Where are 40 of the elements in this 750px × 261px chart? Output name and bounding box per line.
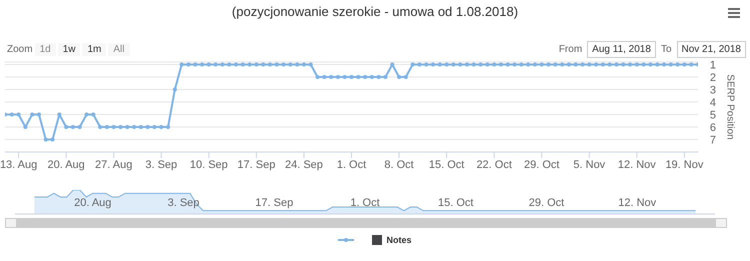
x-tick-label: 15. Oct: [438, 197, 474, 209]
x-tick-label: 8. Oct: [384, 158, 414, 171]
x-tick-label: 12. Nov: [618, 197, 657, 209]
text: Notes: [386, 235, 412, 245]
y-tick-label: 6: [710, 122, 716, 134]
chart-title: (pozycjonowanie szerokie - umowa od 1.08.2018): [230, 4, 520, 19]
x-tick-label: 24. Sep: [284, 158, 323, 171]
text: Nov 21, 2018: [676, 41, 746, 58]
text: 1m: [82, 43, 106, 56]
x-tick-label: 27. Aug: [95, 158, 132, 171]
y-tick-label: 3: [710, 84, 716, 96]
x-tick-label: 20. Aug: [47, 158, 85, 171]
x-tick-label: 29. Oct: [524, 158, 560, 171]
text: All: [108, 43, 130, 56]
y-tick-label: 5: [710, 109, 716, 122]
x-tick-label: 19. Nov: [665, 158, 704, 171]
text: From: [558, 44, 582, 55]
text: 1d: [34, 43, 56, 56]
text: 1w: [58, 43, 80, 56]
text: Zoom: [7, 44, 33, 55]
x-tick-label: 15. Oct: [428, 158, 464, 171]
x-tick-label: 10. Sep: [190, 158, 228, 171]
x-tick-label: 17. Sep: [255, 197, 294, 209]
x-tick-label: 17. Sep: [237, 158, 276, 171]
text: To: [660, 44, 672, 55]
x-tick-label: 5. Nov: [573, 158, 606, 171]
x-tick-label: 20. Aug: [74, 197, 112, 209]
x-tick-label: 22. Oct: [476, 158, 512, 171]
y-tick-label: 1: [710, 59, 716, 72]
x-tick-label: 1. Oct: [350, 197, 380, 209]
x-tick-label: 13. Aug: [0, 158, 38, 171]
y-tick-label: 2: [710, 72, 716, 84]
x-tick-label: 12. Nov: [618, 158, 656, 171]
x-tick-label: 3. Sep: [145, 158, 178, 171]
y-axis-title: SERP Position: [724, 74, 736, 140]
x-tick-label: 1. Oct: [336, 158, 366, 171]
text: Aug 11, 2018: [587, 41, 656, 58]
y-tick-label: 4: [710, 96, 716, 109]
x-tick-label: 29. Oct: [528, 197, 564, 209]
y-tick-label: 7: [710, 134, 716, 146]
